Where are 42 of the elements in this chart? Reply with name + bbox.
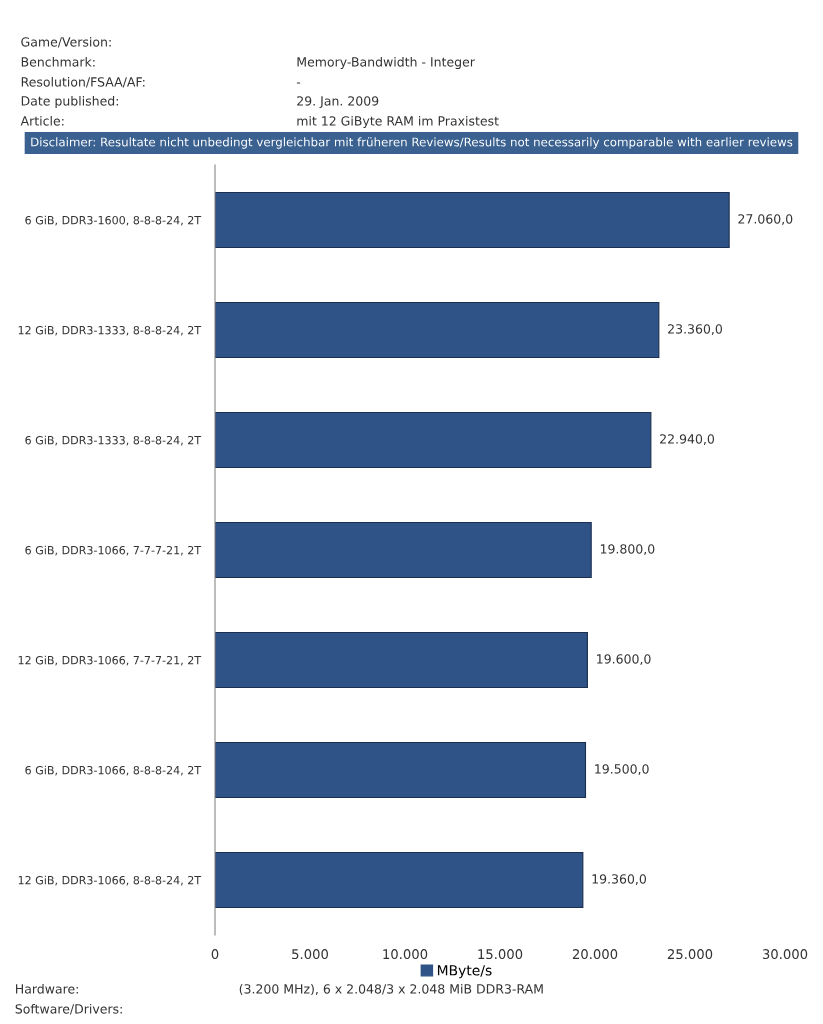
- text: Hardware:: [16, 983, 78, 994]
- text: mit 12 GiByte RAM im Praxistest: [297, 115, 499, 129]
- y-tick-label: 6 GiB, DDR3-1600, 8-8-8-24, 2T: [25, 215, 202, 226]
- y-tick-label: 12 GiB, DDR3-1333, 8-8-8-24, 2T: [18, 325, 202, 336]
- bar: [215, 301, 660, 359]
- text: Benchmark:: [21, 56, 95, 67]
- y-tick-label: 12 GiB, DDR3-1066, 7-7-7-21, 2T: [18, 655, 202, 666]
- x-tick-label: 5.000: [292, 949, 329, 960]
- text: Article:: [20, 115, 64, 126]
- y-tick-label: 12 GiB, DDR3-1066, 8-8-8-24, 2T: [18, 875, 202, 886]
- text: Disclaimer: Resultate nicht unbedingt vergleichbar mit früheren Reviews/Results not necessarily comparable with earlier reviews: [31, 137, 793, 149]
- data-label: 27.060,0: [738, 214, 793, 225]
- y-tick-label: 6 GiB, DDR3-1333, 8-8-8-24, 2T: [25, 435, 202, 446]
- bar: [215, 411, 652, 469]
- y-tick-label: 6 GiB, DDR3-1066, 8-8-8-24, 2T: [25, 765, 202, 776]
- data-label: 23.360,0: [668, 324, 723, 335]
- bar: [215, 521, 592, 579]
- bar: [215, 851, 584, 909]
- x-tick-label: 0: [211, 949, 219, 960]
- text: Memory-Bandwidth - Integer: [297, 56, 475, 70]
- y-tick-label: 6 GiB, DDR3-1066, 7-7-7-21, 2T: [25, 545, 202, 556]
- data-label: 22.940,0: [660, 434, 715, 445]
- text: 29. Jan. 2009: [297, 96, 379, 108]
- text: (3.200 MHz), 6 x 2.048/3 x 2.048 MiB DDR3-RAM: [239, 983, 543, 996]
- bar: [215, 631, 588, 689]
- legend-label: MByte/s: [437, 965, 492, 979]
- data-label: 19.800,0: [600, 544, 655, 555]
- text: -: [296, 82, 301, 84]
- x-tick-label: 10.000: [383, 949, 428, 960]
- bar: [215, 741, 587, 799]
- data-label: 19.600,0: [597, 654, 651, 665]
- text: Game/Version:: [21, 36, 111, 48]
- text: Software/Drivers:: [15, 1003, 122, 1015]
- x-tick-label: 15.000: [478, 949, 523, 960]
- x-tick-label: 20.000: [572, 949, 618, 960]
- x-tick-label: 25.000: [667, 949, 713, 960]
- x-tick-label: 30.000: [762, 949, 808, 960]
- data-label: 19.360,0: [592, 874, 647, 885]
- text: Date published:: [21, 95, 118, 109]
- data-label: 19.500,0: [595, 764, 649, 775]
- text: Resolution/FSAA/AF:: [21, 76, 145, 88]
- bar: [215, 191, 730, 249]
